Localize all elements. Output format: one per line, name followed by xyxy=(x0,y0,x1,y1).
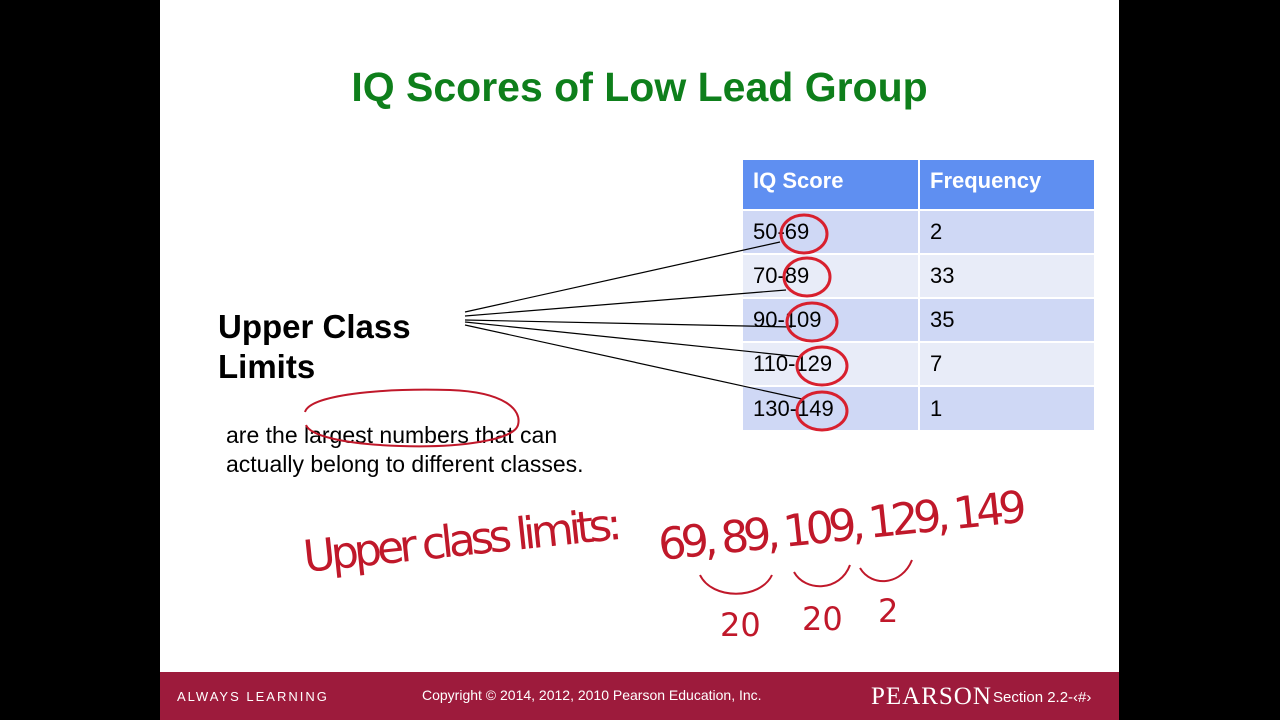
header-iq-score: IQ Score xyxy=(743,160,920,210)
definition-text: are the largest numbers that can actuall… xyxy=(226,421,686,479)
cell-score: 130-149 xyxy=(743,385,920,430)
handwritten-values: 69, 89, 109, 129, 149 xyxy=(656,482,1029,571)
table-header-row: IQ Score Frequency xyxy=(743,160,1094,210)
table-row: 130-149 1 xyxy=(743,385,1094,430)
definition-line2: actually belong to different classes. xyxy=(226,451,584,477)
handwritten-diff: 20 xyxy=(720,606,761,644)
table-row: 90-109 35 xyxy=(743,297,1094,342)
upper-class-limits-label: Upper Class Limits xyxy=(218,307,478,387)
table-row: 110-129 7 xyxy=(743,341,1094,386)
definition-line1: are the largest numbers that can xyxy=(226,422,558,448)
table-row: 50-69 2 xyxy=(743,209,1094,254)
handwritten-braces xyxy=(699,559,913,595)
footer-bar: ALWAYS LEARNING Copyright © 2014, 2012, … xyxy=(160,672,1119,720)
cell-score: 90-109 xyxy=(743,297,920,342)
cell-score: 110-129 xyxy=(743,341,920,386)
copyright-text: Copyright © 2014, 2012, 2010 Pearson Edu… xyxy=(422,687,762,703)
slide-title: IQ Scores of Low Lead Group xyxy=(351,64,928,110)
cell-frequency: 2 xyxy=(919,209,1094,254)
upper-label-line2: Limits xyxy=(218,348,316,385)
handwritten-label: Upper class limits: xyxy=(301,499,625,583)
cell-frequency: 7 xyxy=(919,341,1094,386)
always-learning-tagline: ALWAYS LEARNING xyxy=(177,689,329,704)
handwritten-diff: 20 xyxy=(802,600,843,638)
cell-score: 70-89 xyxy=(743,253,920,298)
header-frequency: Frequency xyxy=(919,160,1094,210)
iq-frequency-table: IQ Score Frequency 50-69 2 70-89 33 90-1… xyxy=(743,160,1094,430)
cell-frequency: 33 xyxy=(919,253,1094,298)
brace-mark xyxy=(699,574,773,595)
pointer-line xyxy=(464,289,787,317)
pointer-line xyxy=(464,241,781,313)
section-number: Section 2.2-‹#› xyxy=(993,689,1092,706)
handwritten-diff: 2 xyxy=(878,592,898,630)
table-row: 70-89 33 xyxy=(743,253,1094,298)
cell-frequency: 35 xyxy=(919,297,1094,342)
cell-frequency: 1 xyxy=(919,385,1094,430)
cell-score: 50-69 xyxy=(743,209,920,254)
slide: IQ Scores of Low Lead Group IQ Score Fre… xyxy=(160,0,1119,720)
brace-mark xyxy=(793,564,851,588)
brace-mark xyxy=(859,559,913,583)
upper-label-line1: Upper Class xyxy=(218,308,411,345)
pearson-logo: PEARSON xyxy=(871,683,992,710)
